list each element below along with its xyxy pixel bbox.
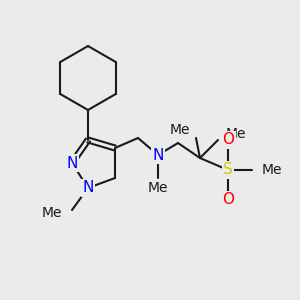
Text: Me: Me (226, 127, 247, 141)
Text: S: S (223, 163, 233, 178)
Text: Me: Me (41, 206, 62, 220)
Text: Me: Me (148, 181, 168, 195)
Text: O: O (222, 193, 234, 208)
Text: Me: Me (169, 123, 190, 137)
Text: O: O (222, 133, 234, 148)
Text: Me: Me (262, 163, 283, 177)
Text: N: N (82, 181, 94, 196)
Text: N: N (152, 148, 164, 163)
Text: N: N (66, 155, 78, 170)
